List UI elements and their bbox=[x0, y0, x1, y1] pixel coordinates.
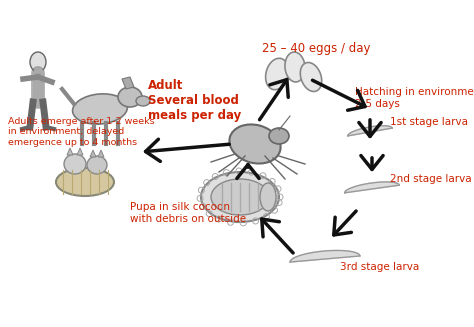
Ellipse shape bbox=[269, 128, 289, 144]
Ellipse shape bbox=[87, 156, 107, 174]
Ellipse shape bbox=[285, 52, 305, 82]
Polygon shape bbox=[348, 126, 392, 136]
Ellipse shape bbox=[30, 52, 46, 72]
Text: Adult
Several blood
meals per day: Adult Several blood meals per day bbox=[148, 79, 241, 122]
Text: Hatching in environment
2-5 days: Hatching in environment 2-5 days bbox=[355, 87, 474, 109]
Text: 2nd stage larva: 2nd stage larva bbox=[390, 174, 472, 184]
Ellipse shape bbox=[301, 62, 322, 92]
Text: 1st stage larva: 1st stage larva bbox=[390, 117, 468, 127]
Ellipse shape bbox=[265, 58, 288, 90]
Text: Pupa in silk cocoon
with debris on outside: Pupa in silk cocoon with debris on outsi… bbox=[130, 202, 246, 224]
Polygon shape bbox=[77, 148, 83, 155]
Polygon shape bbox=[345, 182, 399, 193]
Ellipse shape bbox=[64, 154, 86, 174]
Polygon shape bbox=[122, 77, 134, 89]
Polygon shape bbox=[90, 150, 96, 157]
Ellipse shape bbox=[260, 183, 276, 211]
Ellipse shape bbox=[136, 96, 150, 106]
Text: 3rd stage larva: 3rd stage larva bbox=[340, 262, 419, 272]
Ellipse shape bbox=[229, 125, 281, 164]
Ellipse shape bbox=[73, 94, 128, 124]
Ellipse shape bbox=[211, 179, 269, 215]
Text: 25 – 40 eggs / day: 25 – 40 eggs / day bbox=[262, 42, 371, 55]
Ellipse shape bbox=[201, 172, 279, 222]
Ellipse shape bbox=[56, 168, 114, 196]
Text: Adults emerge after 1-2 weeks
in environment; delayed
emergence up to 4 months: Adults emerge after 1-2 weeks in environ… bbox=[8, 117, 155, 147]
Polygon shape bbox=[67, 148, 73, 155]
Polygon shape bbox=[98, 150, 104, 157]
Polygon shape bbox=[290, 250, 360, 262]
Ellipse shape bbox=[118, 87, 142, 107]
